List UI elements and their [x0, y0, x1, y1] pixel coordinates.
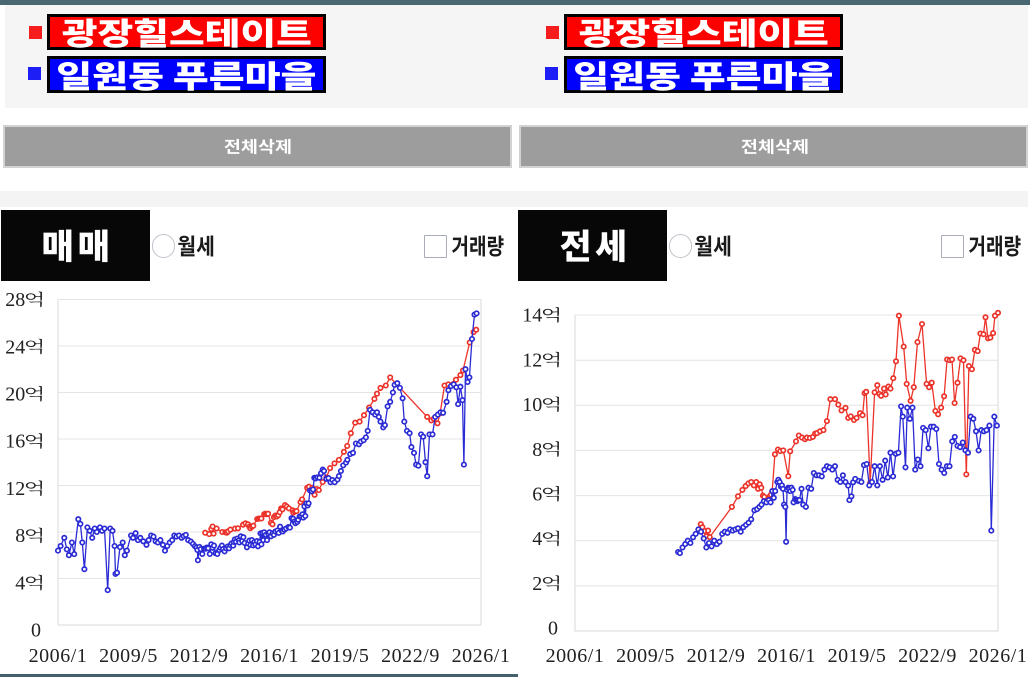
svg-text:2: 2: [532, 573, 542, 595]
svg-text:2026/1: 2026/1: [969, 645, 1028, 667]
svg-text:6: 6: [532, 484, 542, 506]
svg-text:2012/9: 2012/9: [170, 645, 229, 667]
svg-text:24: 24: [5, 336, 25, 358]
svg-text:8: 8: [15, 525, 25, 547]
svg-text:2016/1: 2016/1: [757, 645, 816, 667]
svg-text:2006/1: 2006/1: [29, 645, 88, 667]
svg-text:2016/1: 2016/1: [240, 645, 299, 667]
svg-text:2009/5: 2009/5: [99, 645, 158, 667]
svg-text:14: 14: [522, 305, 542, 327]
svg-text:20: 20: [5, 384, 25, 406]
svg-text:2006/1: 2006/1: [546, 645, 605, 667]
svg-text:2019/5: 2019/5: [311, 645, 370, 667]
svg-text:2012/9: 2012/9: [687, 645, 746, 667]
svg-text:12: 12: [522, 349, 542, 371]
svg-text:2022/9: 2022/9: [898, 645, 957, 667]
svg-text:16: 16: [5, 431, 25, 453]
svg-text:28: 28: [5, 289, 25, 311]
svg-text:4: 4: [15, 572, 25, 594]
svg-text:0: 0: [548, 618, 558, 640]
svg-text:0: 0: [31, 620, 41, 642]
svg-text:8: 8: [532, 439, 542, 461]
svg-text:2022/9: 2022/9: [381, 645, 440, 667]
svg-text:12: 12: [5, 478, 25, 500]
svg-text:2019/5: 2019/5: [828, 645, 887, 667]
svg-text:2009/5: 2009/5: [616, 645, 675, 667]
svg-text:2026/1: 2026/1: [452, 645, 511, 667]
svg-text:4: 4: [532, 528, 542, 550]
svg-text:10: 10: [522, 394, 542, 416]
